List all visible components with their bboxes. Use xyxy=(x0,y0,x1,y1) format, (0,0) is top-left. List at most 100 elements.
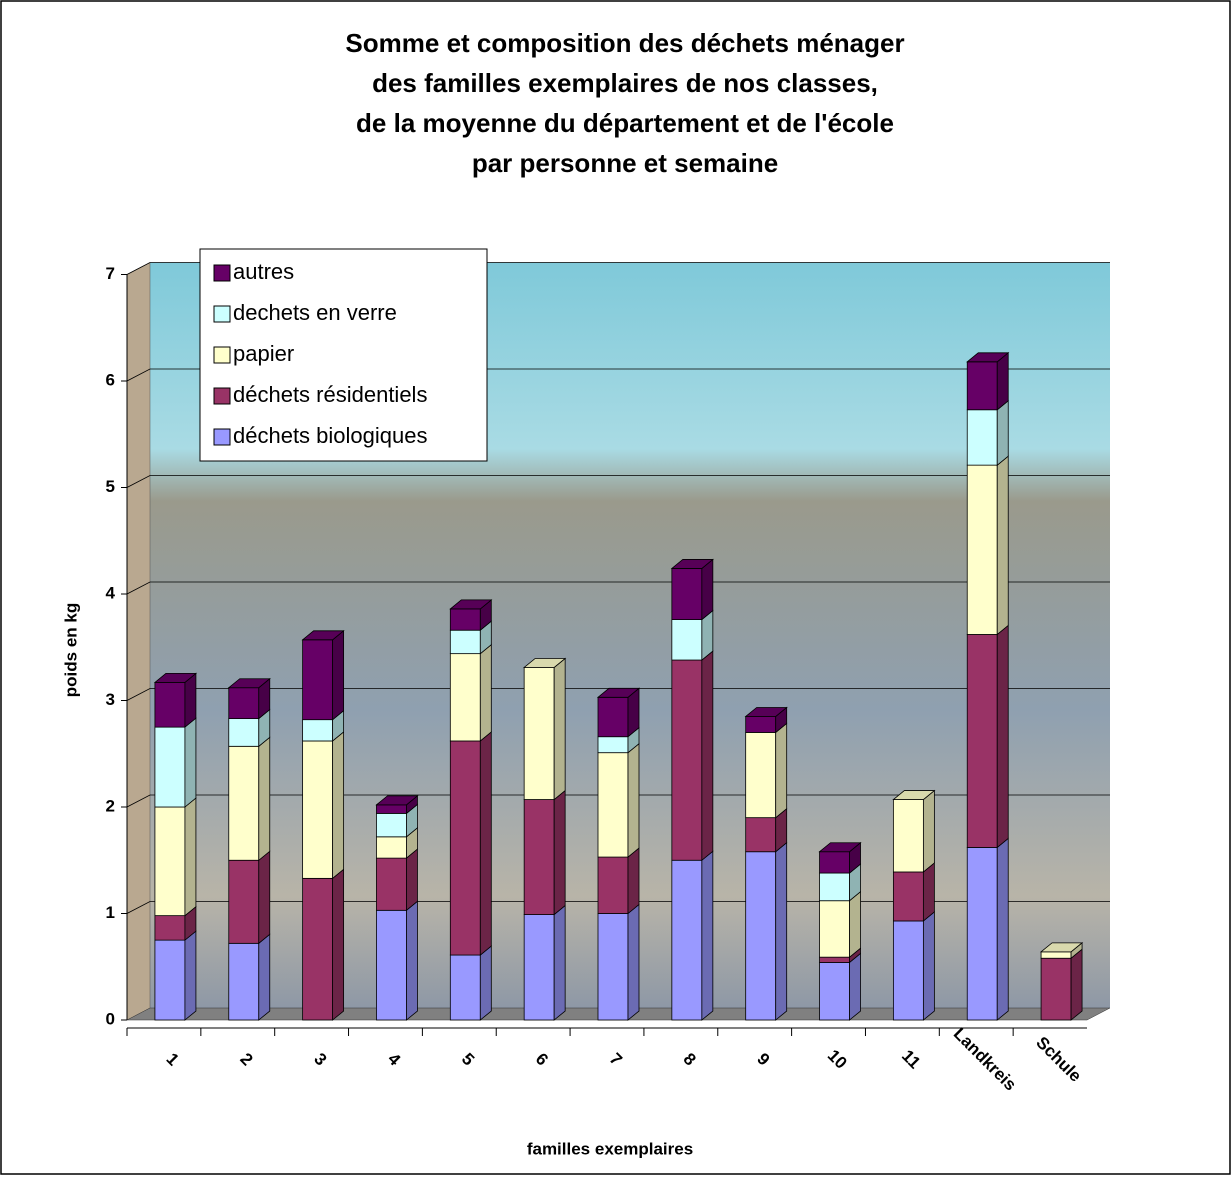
grid-line xyxy=(126,262,1110,275)
bar-segment xyxy=(154,939,186,1021)
bar-segment xyxy=(449,954,481,1021)
bar-segment xyxy=(966,847,998,1021)
title-line: de la moyenne du département et de l'éco… xyxy=(356,108,894,138)
bar-segment xyxy=(966,634,998,848)
bar-segment xyxy=(819,956,850,963)
bar-side xyxy=(332,731,345,880)
grid-line xyxy=(126,368,1110,382)
title-line: par personne et semaine xyxy=(472,148,778,178)
bar-segment xyxy=(597,856,629,914)
bar-side xyxy=(849,890,861,959)
title-line: Somme et composition des déchets ménager xyxy=(345,28,904,58)
grid-line xyxy=(126,475,1110,488)
bar-segment xyxy=(745,817,777,853)
bar-top xyxy=(523,658,567,668)
bar-top xyxy=(818,842,862,853)
bar-segment xyxy=(228,687,260,720)
legend-label: déchets biologiques xyxy=(233,423,427,448)
bar-top xyxy=(596,687,641,698)
y-tick-label: 2 xyxy=(106,796,115,815)
legend-label: déchets résidentiels xyxy=(233,382,427,407)
y-tick-label: 6 xyxy=(106,370,115,389)
legend-label: dechets en verre xyxy=(233,300,397,325)
bar-segment xyxy=(449,653,481,742)
bar-segment xyxy=(597,752,629,858)
bar-segment xyxy=(892,799,924,873)
title-line: des familles exemplaires de nos classes, xyxy=(372,68,878,98)
bar-side xyxy=(406,848,418,912)
bar-side xyxy=(996,399,1009,466)
bar-side xyxy=(332,868,345,1021)
bar-top xyxy=(966,352,1010,363)
bar-side xyxy=(1070,948,1083,1021)
bar-segment xyxy=(671,659,703,861)
bar-side xyxy=(775,841,788,1021)
bar-segment xyxy=(523,667,555,800)
bar-side xyxy=(258,850,271,945)
legend-swatch xyxy=(213,264,231,282)
legend-swatch xyxy=(213,387,231,405)
bar-side xyxy=(922,862,935,922)
grid-line xyxy=(126,794,1110,808)
bar-side xyxy=(701,558,714,621)
bar-side xyxy=(922,789,935,873)
bar-side xyxy=(553,789,566,916)
bar-segment xyxy=(523,914,555,1021)
bar-segment xyxy=(376,836,407,859)
bar-segment xyxy=(966,464,998,635)
y-tick-label: 3 xyxy=(106,690,115,709)
bar-segment xyxy=(376,909,407,1021)
y-tick-label: 7 xyxy=(106,264,115,283)
bar-segment xyxy=(819,872,850,902)
bar-segment xyxy=(745,851,777,1021)
bar-side xyxy=(627,742,640,858)
bar-top xyxy=(301,630,345,641)
legend-swatch xyxy=(213,346,231,364)
bar-top xyxy=(449,599,493,610)
bar-side xyxy=(553,904,566,1021)
bar-side xyxy=(479,945,492,1021)
bar-segment xyxy=(597,913,629,1021)
bar-side xyxy=(922,911,935,1021)
bar-side xyxy=(701,850,714,1021)
bar-side xyxy=(479,731,492,956)
title: Somme et composition des déchets ménager… xyxy=(345,28,904,178)
bar-segment xyxy=(228,745,260,861)
bar-side xyxy=(258,933,271,1021)
bar-side xyxy=(184,717,197,808)
bar-segment xyxy=(892,871,924,922)
bar-top xyxy=(744,707,788,717)
grid-line xyxy=(126,688,1110,701)
bar-segment xyxy=(449,740,481,956)
bar-side xyxy=(627,903,640,1021)
bar-side xyxy=(332,629,345,721)
bar-segment xyxy=(376,857,407,911)
legend-box xyxy=(199,248,488,462)
bar-segment xyxy=(597,696,629,738)
bar-segment xyxy=(228,859,260,944)
grid-line xyxy=(126,581,1110,595)
bar-segment xyxy=(966,409,998,466)
x-axis-title: familles exemplaires xyxy=(527,1139,693,1158)
y-axis-title: poids en kg xyxy=(61,603,80,697)
legend-label: autres xyxy=(233,259,294,284)
legend-swatch xyxy=(213,428,231,446)
y-tick-label: 1 xyxy=(106,903,115,922)
bar-segment xyxy=(1040,957,1072,1021)
bar-top xyxy=(375,795,419,806)
bar-segment xyxy=(671,859,703,1021)
y-tick-label: 5 xyxy=(106,477,115,496)
legend-swatch xyxy=(213,305,231,323)
bar-segment xyxy=(449,629,481,655)
bar-segment xyxy=(819,851,850,874)
bar-side xyxy=(996,837,1009,1021)
bar-segment xyxy=(154,681,186,728)
left-wall xyxy=(126,262,151,1021)
bar-segment xyxy=(302,639,334,721)
bar-side xyxy=(184,930,197,1021)
bar-top xyxy=(1039,942,1084,953)
bar-segment xyxy=(228,718,260,747)
bar-top xyxy=(227,678,271,689)
